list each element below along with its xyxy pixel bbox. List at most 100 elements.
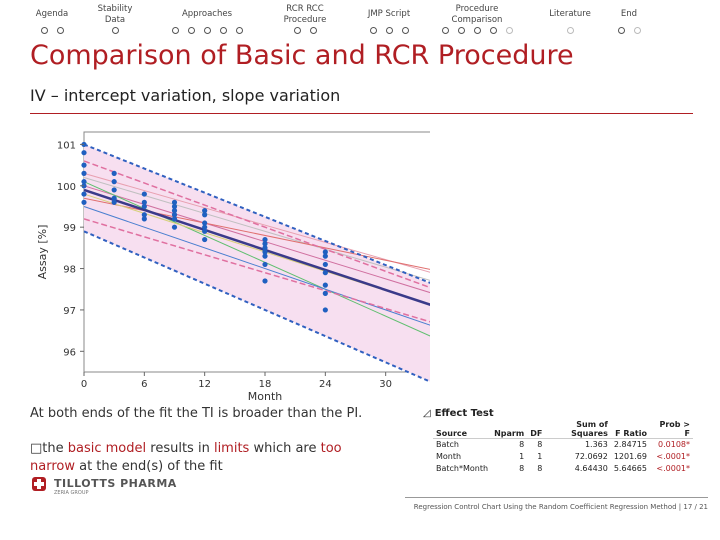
- effect-test-header[interactable]: ◿ Effect Test: [423, 406, 695, 420]
- effect-row: Batch*Month 8 8 4.64430 5.64665 <.0001*: [433, 463, 693, 475]
- section-nav: Agenda Stability Data Approaches RCR RCC Proc…: [0, 0, 720, 44]
- nav-slide-dot[interactable]: [505, 27, 513, 34]
- y-tick-label: 100: [57, 182, 76, 193]
- nav-dots-1: [111, 27, 119, 34]
- nav-slide-dot[interactable]: [309, 27, 317, 34]
- effect-cell-df: 8: [537, 440, 543, 449]
- data-point: [262, 245, 268, 251]
- x-tick-label: 18: [259, 379, 272, 390]
- nav-item-1[interactable]: Stability Data: [97, 4, 133, 25]
- data-point: [171, 203, 178, 210]
- nav-item-2[interactable]: Approaches: [181, 9, 233, 19]
- effect-row: Batch 8 8 1.363 2.84715 0.0108*: [433, 439, 693, 452]
- nav-item-7[interactable]: End: [620, 9, 638, 19]
- nav-item-3[interactable]: RCR RCC Procedure: [283, 4, 327, 25]
- nav-slide-dot[interactable]: [385, 27, 393, 34]
- data-point: [111, 187, 117, 193]
- data-point: [202, 236, 208, 243]
- effect-cell-source: Batch*Month: [436, 464, 489, 473]
- effect-cell-f: 5.64665: [613, 464, 647, 473]
- nav-slide-dot[interactable]: [111, 27, 119, 34]
- effect-col-header: Nparm: [491, 420, 528, 439]
- effect-cell-f: 1201.69: [613, 452, 647, 461]
- nav-item-5[interactable]: Procedure Comparison: [451, 4, 503, 25]
- bullet-icon: □: [30, 441, 43, 456]
- effect-col-header: DF: [527, 420, 546, 439]
- effect-cell-source: Batch: [436, 440, 459, 449]
- nav-slide-dot[interactable]: [219, 27, 227, 34]
- nav-slide-dot[interactable]: [489, 27, 497, 34]
- disclosure-triangle-icon[interactable]: ◿: [423, 407, 431, 419]
- nav-dots-3: [293, 27, 317, 34]
- nav-item-6[interactable]: Literature: [549, 9, 591, 19]
- slide-title: Comparison of Basic and RCR Procedure: [30, 40, 574, 71]
- term-basic-model: basic model: [67, 441, 147, 456]
- data-point: [81, 141, 87, 148]
- x-tick-label: 12: [198, 379, 211, 390]
- data-point: [81, 170, 87, 176]
- x-tick-label: 24: [319, 379, 332, 390]
- data-point: [322, 261, 328, 268]
- effect-col-header: Prob > F: [649, 420, 693, 439]
- term-too-narrow: too narrow: [30, 441, 342, 474]
- data-point: [171, 224, 178, 230]
- nav-dots-7: [617, 27, 641, 34]
- nav-slide-dot[interactable]: [235, 27, 243, 34]
- effect-cell-p: 0.0108*: [658, 440, 690, 449]
- nav-slide-dot[interactable]: [293, 27, 301, 34]
- nav-slide-dot[interactable]: [617, 27, 625, 34]
- x-tick-label: 30: [379, 379, 392, 390]
- effect-test-table: Source Nparm DF Sum of Squares F Ratio Prob >…: [433, 420, 693, 475]
- y-tick-label: 101: [57, 140, 76, 151]
- nav-slide-dot[interactable]: [566, 27, 574, 34]
- nav-slide-dot[interactable]: [203, 27, 211, 34]
- effect-row: Month 1 1 72.0692 1201.69 <.0001*: [433, 451, 693, 463]
- nav-slide-dot[interactable]: [401, 27, 409, 34]
- data-point: [141, 216, 147, 222]
- data-point: [81, 162, 87, 168]
- nav-item-4[interactable]: JMP Script: [367, 9, 411, 19]
- data-point: [111, 199, 117, 205]
- y-axis-label: Assay [%]: [36, 225, 49, 280]
- tolerance-interval-lower: [83, 230, 430, 383]
- data-point: [81, 191, 87, 197]
- nav-slide-dot[interactable]: [369, 27, 377, 34]
- effect-cell-df: 8: [537, 464, 543, 473]
- nav-slide-dot[interactable]: [441, 27, 449, 34]
- company-logo: TILLOTTS PHARMA ZERIA GROUP: [30, 475, 177, 497]
- effect-col-header: F Ratio: [610, 420, 650, 439]
- nav-dots-4: [369, 27, 409, 34]
- nav-slide-dot[interactable]: [171, 27, 179, 34]
- nav-slide-dot[interactable]: [56, 27, 64, 34]
- footer-text: Regression Control Chart Using the Rando…: [413, 503, 708, 511]
- nav-slide-dot[interactable]: [473, 27, 481, 34]
- effect-test-panel: ◿ Effect Test Source Nparm DF Sum of Square…: [423, 406, 695, 486]
- y-tick-label: 96: [63, 347, 76, 358]
- data-point: [262, 261, 268, 268]
- data-point: [322, 307, 328, 313]
- data-point: [141, 199, 147, 205]
- nav-slide-dot[interactable]: [187, 27, 195, 34]
- data-point: [262, 241, 268, 247]
- data-point: [141, 212, 147, 218]
- term-limits: limits: [213, 441, 250, 456]
- x-axis-label: Month: [248, 390, 283, 400]
- nav-item-0[interactable]: Agenda: [35, 9, 69, 19]
- nav-slide-dot[interactable]: [40, 27, 48, 34]
- effect-cell-p: <.0001*: [656, 464, 690, 473]
- data-point: [262, 249, 268, 255]
- data-point: [262, 278, 268, 284]
- effect-cell-ss: 1.363: [584, 440, 608, 449]
- nav-dots-5: [441, 27, 513, 34]
- tolerance-interval-upper: [83, 143, 430, 284]
- effect-cell-nparm: 1: [519, 452, 525, 461]
- nav-slide-dot[interactable]: [457, 27, 465, 34]
- nav-slide-dot[interactable]: [633, 27, 641, 34]
- effect-cell-nparm: 8: [519, 440, 525, 449]
- title-divider: [30, 113, 693, 114]
- data-point: [111, 179, 117, 185]
- x-tick-label: 0: [81, 379, 87, 390]
- data-point: [322, 270, 328, 276]
- data-point: [202, 224, 208, 230]
- y-tick-label: 98: [63, 265, 76, 276]
